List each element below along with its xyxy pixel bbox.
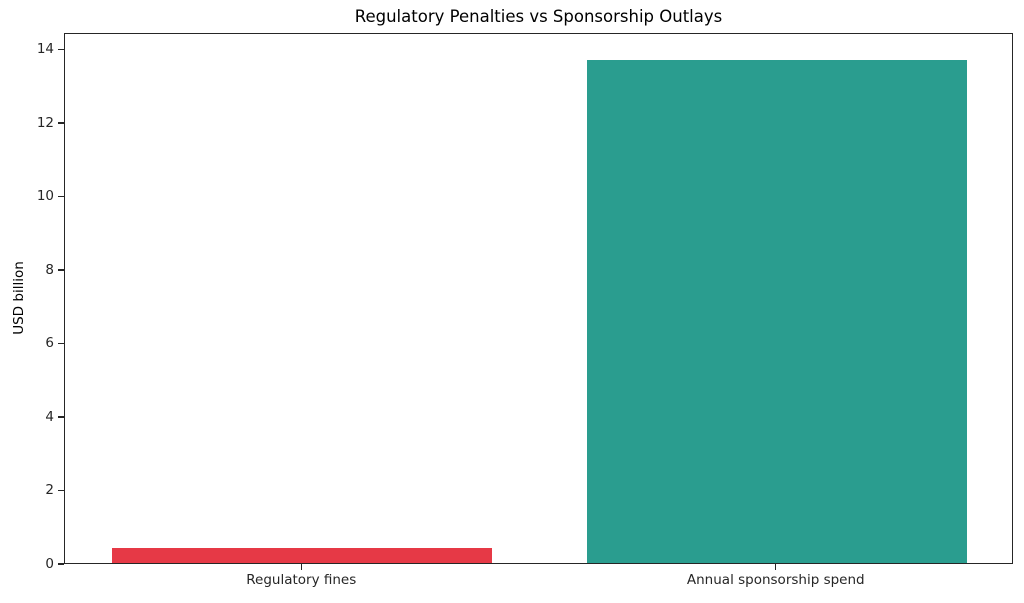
x-category-label: Regulatory fines	[246, 572, 357, 588]
chart-title: Regulatory Penalties vs Sponsorship Outl…	[354, 7, 723, 26]
plot-area	[64, 33, 1013, 564]
y-tick-label: 6	[45, 335, 54, 351]
bar-regulatory-fines	[112, 548, 493, 563]
y-tick-mark	[58, 489, 64, 492]
x-category-label: Annual sponsorship spend	[686, 572, 865, 588]
y-tick-mark	[58, 342, 64, 345]
y-tick-mark	[58, 122, 64, 124]
y-tick-mark	[58, 195, 64, 198]
y-tick-mark	[58, 48, 64, 51]
y-tick-mark	[58, 416, 64, 418]
bar-annual-sponsorship-spend	[586, 59, 967, 563]
x-tick-mark	[775, 564, 777, 570]
y-tick-mark	[58, 269, 64, 271]
y-tick-label: 0	[45, 555, 54, 572]
y-tick-label: 14	[36, 41, 54, 58]
y-tick-mark	[58, 563, 64, 565]
y-tick-label: 2	[45, 482, 54, 498]
y-tick-label: 10	[36, 188, 54, 205]
y-tick-label: 8	[45, 261, 54, 278]
y-tick-label: 4	[45, 408, 54, 425]
x-tick-mark	[300, 564, 302, 570]
y-tick-label: 12	[36, 114, 54, 131]
